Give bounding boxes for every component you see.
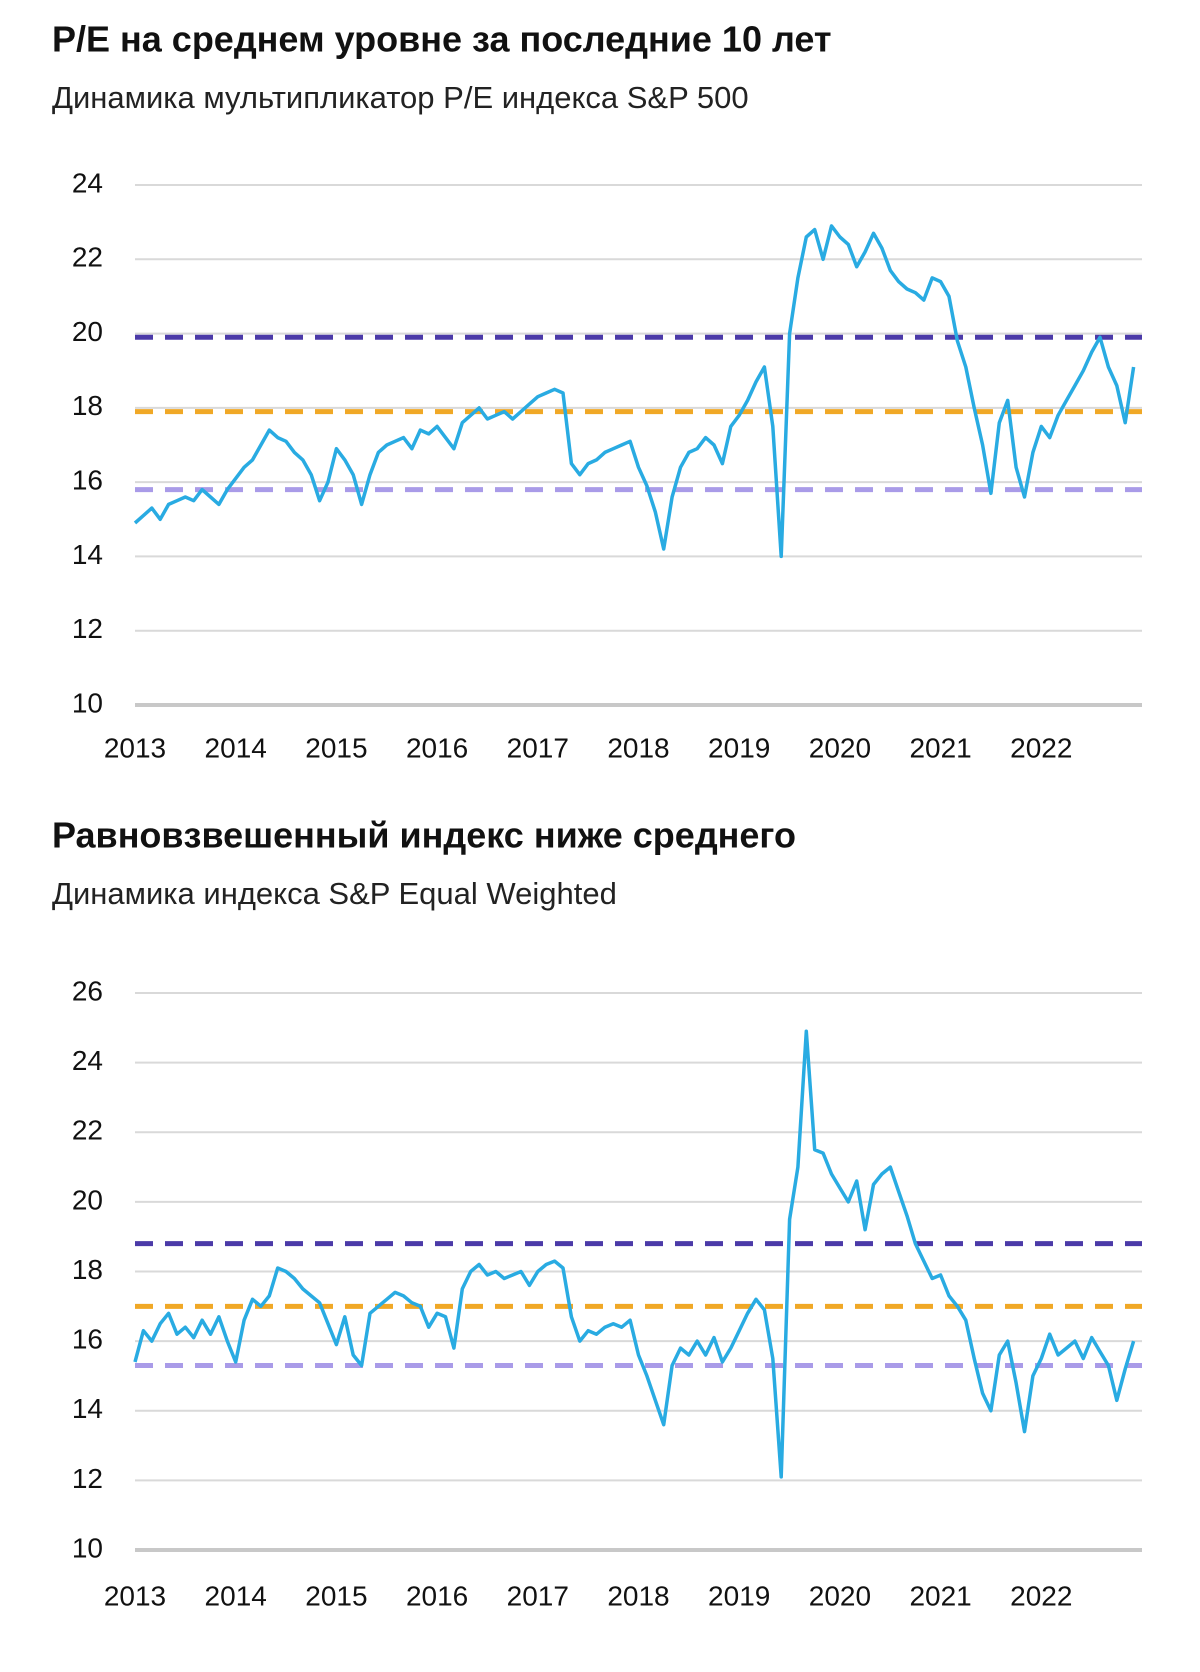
- x-tick-label: 2020: [809, 732, 871, 763]
- chart-title: P/E на среднем уровне за последние 10 ле…: [52, 19, 832, 60]
- y-tick-label: 24: [72, 1045, 103, 1076]
- x-tick-label: 2018: [607, 1580, 669, 1611]
- chart-title: Равновзвешенный индекс ниже среднего: [52, 815, 796, 856]
- y-tick-label: 18: [72, 1254, 103, 1285]
- y-tick-label: 22: [72, 1115, 103, 1146]
- data-line: [133, 1029, 1136, 1479]
- x-tick-label: 2017: [507, 732, 569, 763]
- y-tick-label: 12: [72, 1463, 103, 1494]
- y-tick-label: 22: [72, 242, 103, 273]
- x-tick-label: 2019: [708, 1580, 770, 1611]
- y-tick-label: 18: [72, 390, 103, 421]
- x-tick-label: 2017: [507, 1580, 569, 1611]
- x-tick-label: 2022: [1010, 732, 1072, 763]
- chart-subtitle: Динамика мультипликатор P/E индекса S&P …: [52, 80, 749, 115]
- y-tick-label: 10: [72, 687, 103, 718]
- x-tick-label: 2015: [305, 732, 367, 763]
- y-tick-label: 12: [72, 613, 103, 644]
- x-tick-label: 2016: [406, 732, 468, 763]
- y-tick-label: 20: [72, 316, 103, 347]
- x-tick-label: 2018: [607, 732, 669, 763]
- y-tick-label: 14: [72, 1393, 103, 1424]
- x-tick-label: 2015: [305, 1580, 367, 1611]
- x-tick-label: 2013: [104, 732, 166, 763]
- x-tick-label: 2020: [809, 1580, 871, 1611]
- data-line: [133, 224, 1136, 559]
- y-tick-label: 16: [72, 465, 103, 496]
- y-tick-label: 14: [72, 539, 103, 570]
- y-tick-label: 24: [72, 167, 103, 198]
- y-tick-label: 26: [72, 975, 103, 1006]
- chart-subtitle: Динамика индекса S&P Equal Weighted: [52, 876, 617, 911]
- x-tick-label: 2021: [909, 732, 971, 763]
- x-tick-label: 2019: [708, 732, 770, 763]
- x-tick-label: 2022: [1010, 1580, 1072, 1611]
- y-tick-label: 10: [72, 1532, 103, 1563]
- x-tick-label: 2014: [205, 1580, 267, 1611]
- x-tick-label: 2021: [909, 1580, 971, 1611]
- x-tick-label: 2013: [104, 1580, 166, 1611]
- y-tick-label: 16: [72, 1324, 103, 1355]
- x-tick-label: 2014: [205, 732, 267, 763]
- y-tick-label: 20: [72, 1184, 103, 1215]
- x-tick-label: 2016: [406, 1580, 468, 1611]
